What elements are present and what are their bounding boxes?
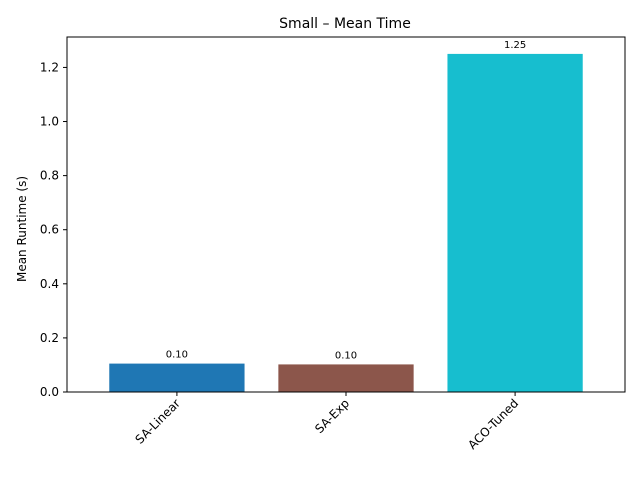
y-tick-label: 1.2 <box>40 60 59 74</box>
y-tick-label: 0.2 <box>40 331 59 345</box>
x-axis: SA-Linear SA-Exp ACO-Tuned <box>133 392 521 452</box>
y-tick-label: 0.6 <box>40 223 59 237</box>
x-tick-label: SA-Linear <box>133 396 184 447</box>
bars: 0.10 0.10 1.25 <box>109 40 583 393</box>
y-tick-label: 0.8 <box>40 169 59 183</box>
x-tick-label: SA-Exp <box>312 396 352 436</box>
y-axis: 0.0 0.2 0.4 0.6 0.8 1.0 1.2 <box>40 60 67 399</box>
x-tick-label: ACO-Tuned <box>465 396 521 452</box>
y-tick-label: 0.4 <box>40 277 59 291</box>
y-tick-label: 1.0 <box>40 115 59 129</box>
y-axis-label: Mean Runtime (s) <box>15 176 29 282</box>
bar <box>109 363 245 392</box>
plot-frame <box>66 36 626 393</box>
bar-data-label: 0.10 <box>335 350 357 361</box>
bar-data-label: 1.25 <box>504 40 526 51</box>
bar <box>278 364 414 392</box>
bar-data-label: 0.10 <box>166 350 188 361</box>
y-tick-label: 0.0 <box>40 385 59 399</box>
bar <box>447 53 583 393</box>
chart-title: Small – Mean Time <box>279 16 411 32</box>
